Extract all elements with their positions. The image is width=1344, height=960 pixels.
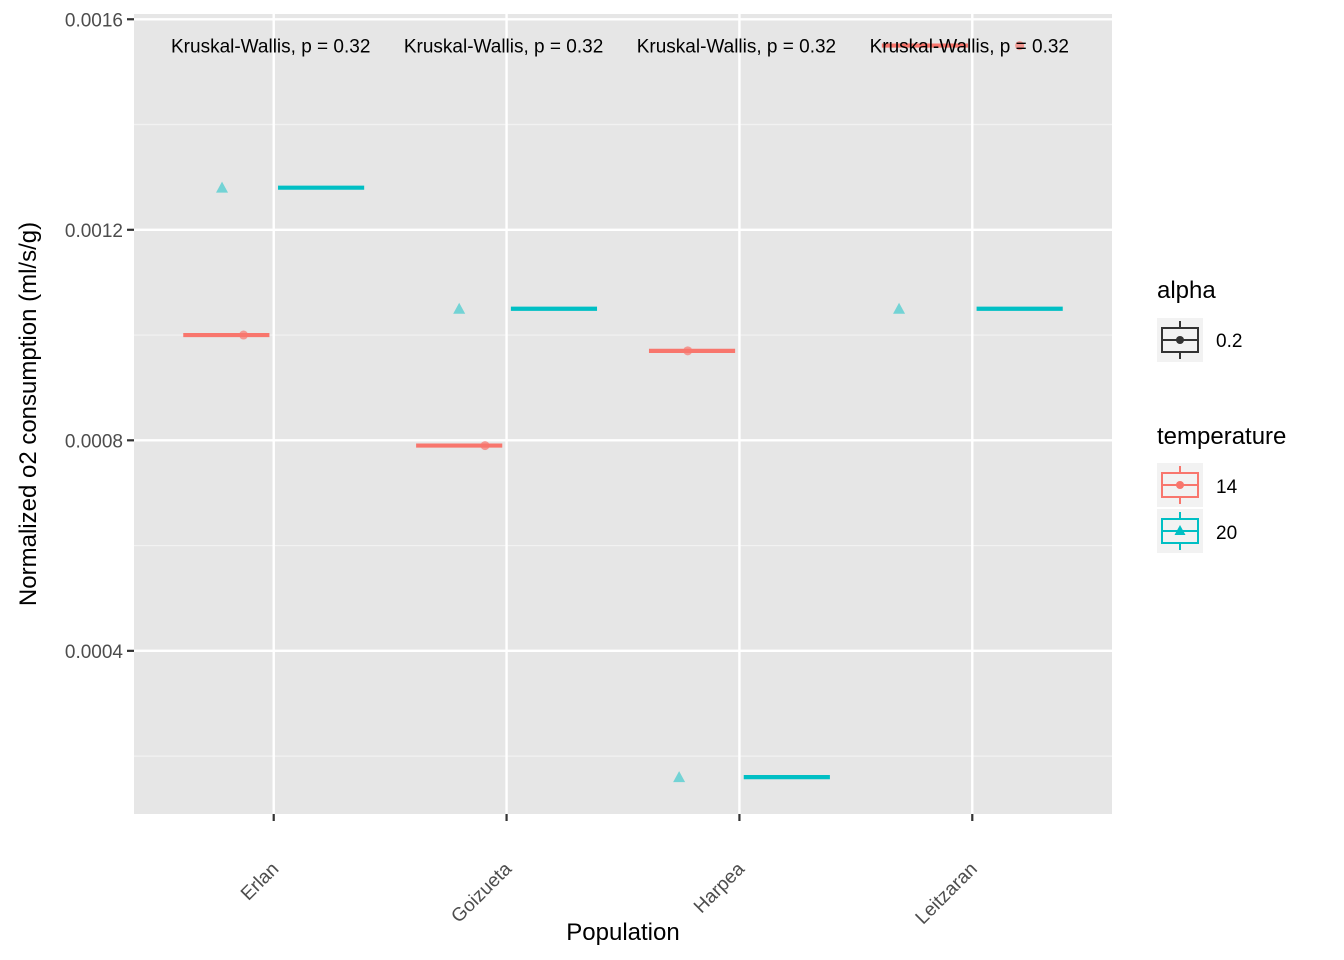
data-point-20 [453, 302, 466, 314]
legend-temperature-label-14: 14 [1216, 477, 1238, 498]
legend-temperature-title: temperature [1157, 423, 1286, 450]
data-point-14 [1015, 41, 1025, 51]
y-tick-label: 0.0016 [65, 10, 123, 31]
y-tick-label: 0.0008 [65, 431, 123, 452]
grid-major [134, 14, 1112, 814]
legend-alpha-title: alpha [1157, 277, 1216, 304]
annotation-text: Kruskal-Wallis, p = 0.32 [171, 37, 370, 58]
plot-panel [134, 14, 1112, 814]
legend-temperature-label-20: 20 [1216, 523, 1237, 544]
annotation-text: Kruskal-Wallis, p = 0.32 [870, 37, 1069, 58]
legend-temperature-key-20 [1157, 509, 1203, 553]
data-point-20 [216, 181, 229, 193]
legend: alpha 0.2 temperature 14 20 [1157, 277, 1286, 553]
legend-alpha-label: 0.2 [1216, 331, 1242, 352]
legend-alpha-key [1157, 318, 1203, 362]
marks [183, 41, 1063, 783]
data-point-14 [480, 441, 490, 451]
x-tick-label: Goizueta [447, 858, 516, 927]
x-axis: Erlan Goizueta Harpea Leitzaran [237, 814, 982, 929]
legend-alpha-point-icon [1176, 336, 1184, 344]
annotation-text: Kruskal-Wallis, p = 0.32 [637, 37, 836, 58]
y-axis-title: Normalized o2 consumption (ml/s/g) [15, 222, 42, 606]
x-tick-label: Harpea [690, 858, 749, 917]
legend-circle-icon [1176, 481, 1184, 489]
y-tick-label: 0.0012 [65, 221, 123, 242]
data-point-20 [893, 302, 906, 314]
data-point-14 [239, 330, 249, 340]
legend-temperature-key-14 [1157, 463, 1203, 507]
legend-triangle-icon [1174, 525, 1186, 535]
annotations: Kruskal-Wallis, p = 0.32 Kruskal-Wallis, … [171, 37, 1069, 58]
data-point-14 [683, 346, 693, 356]
annotation-text: Kruskal-Wallis, p = 0.32 [404, 37, 603, 58]
data-point-20 [673, 771, 686, 783]
y-tick-label: 0.0004 [65, 642, 124, 663]
y-axis: 0.0004 0.0008 0.0012 0.0016 [65, 10, 134, 663]
x-tick-label: Erlan [237, 859, 283, 905]
x-tick-label: Leitzaran [912, 859, 982, 929]
x-axis-title: Population [566, 919, 679, 946]
grid-minor [134, 123, 1112, 757]
